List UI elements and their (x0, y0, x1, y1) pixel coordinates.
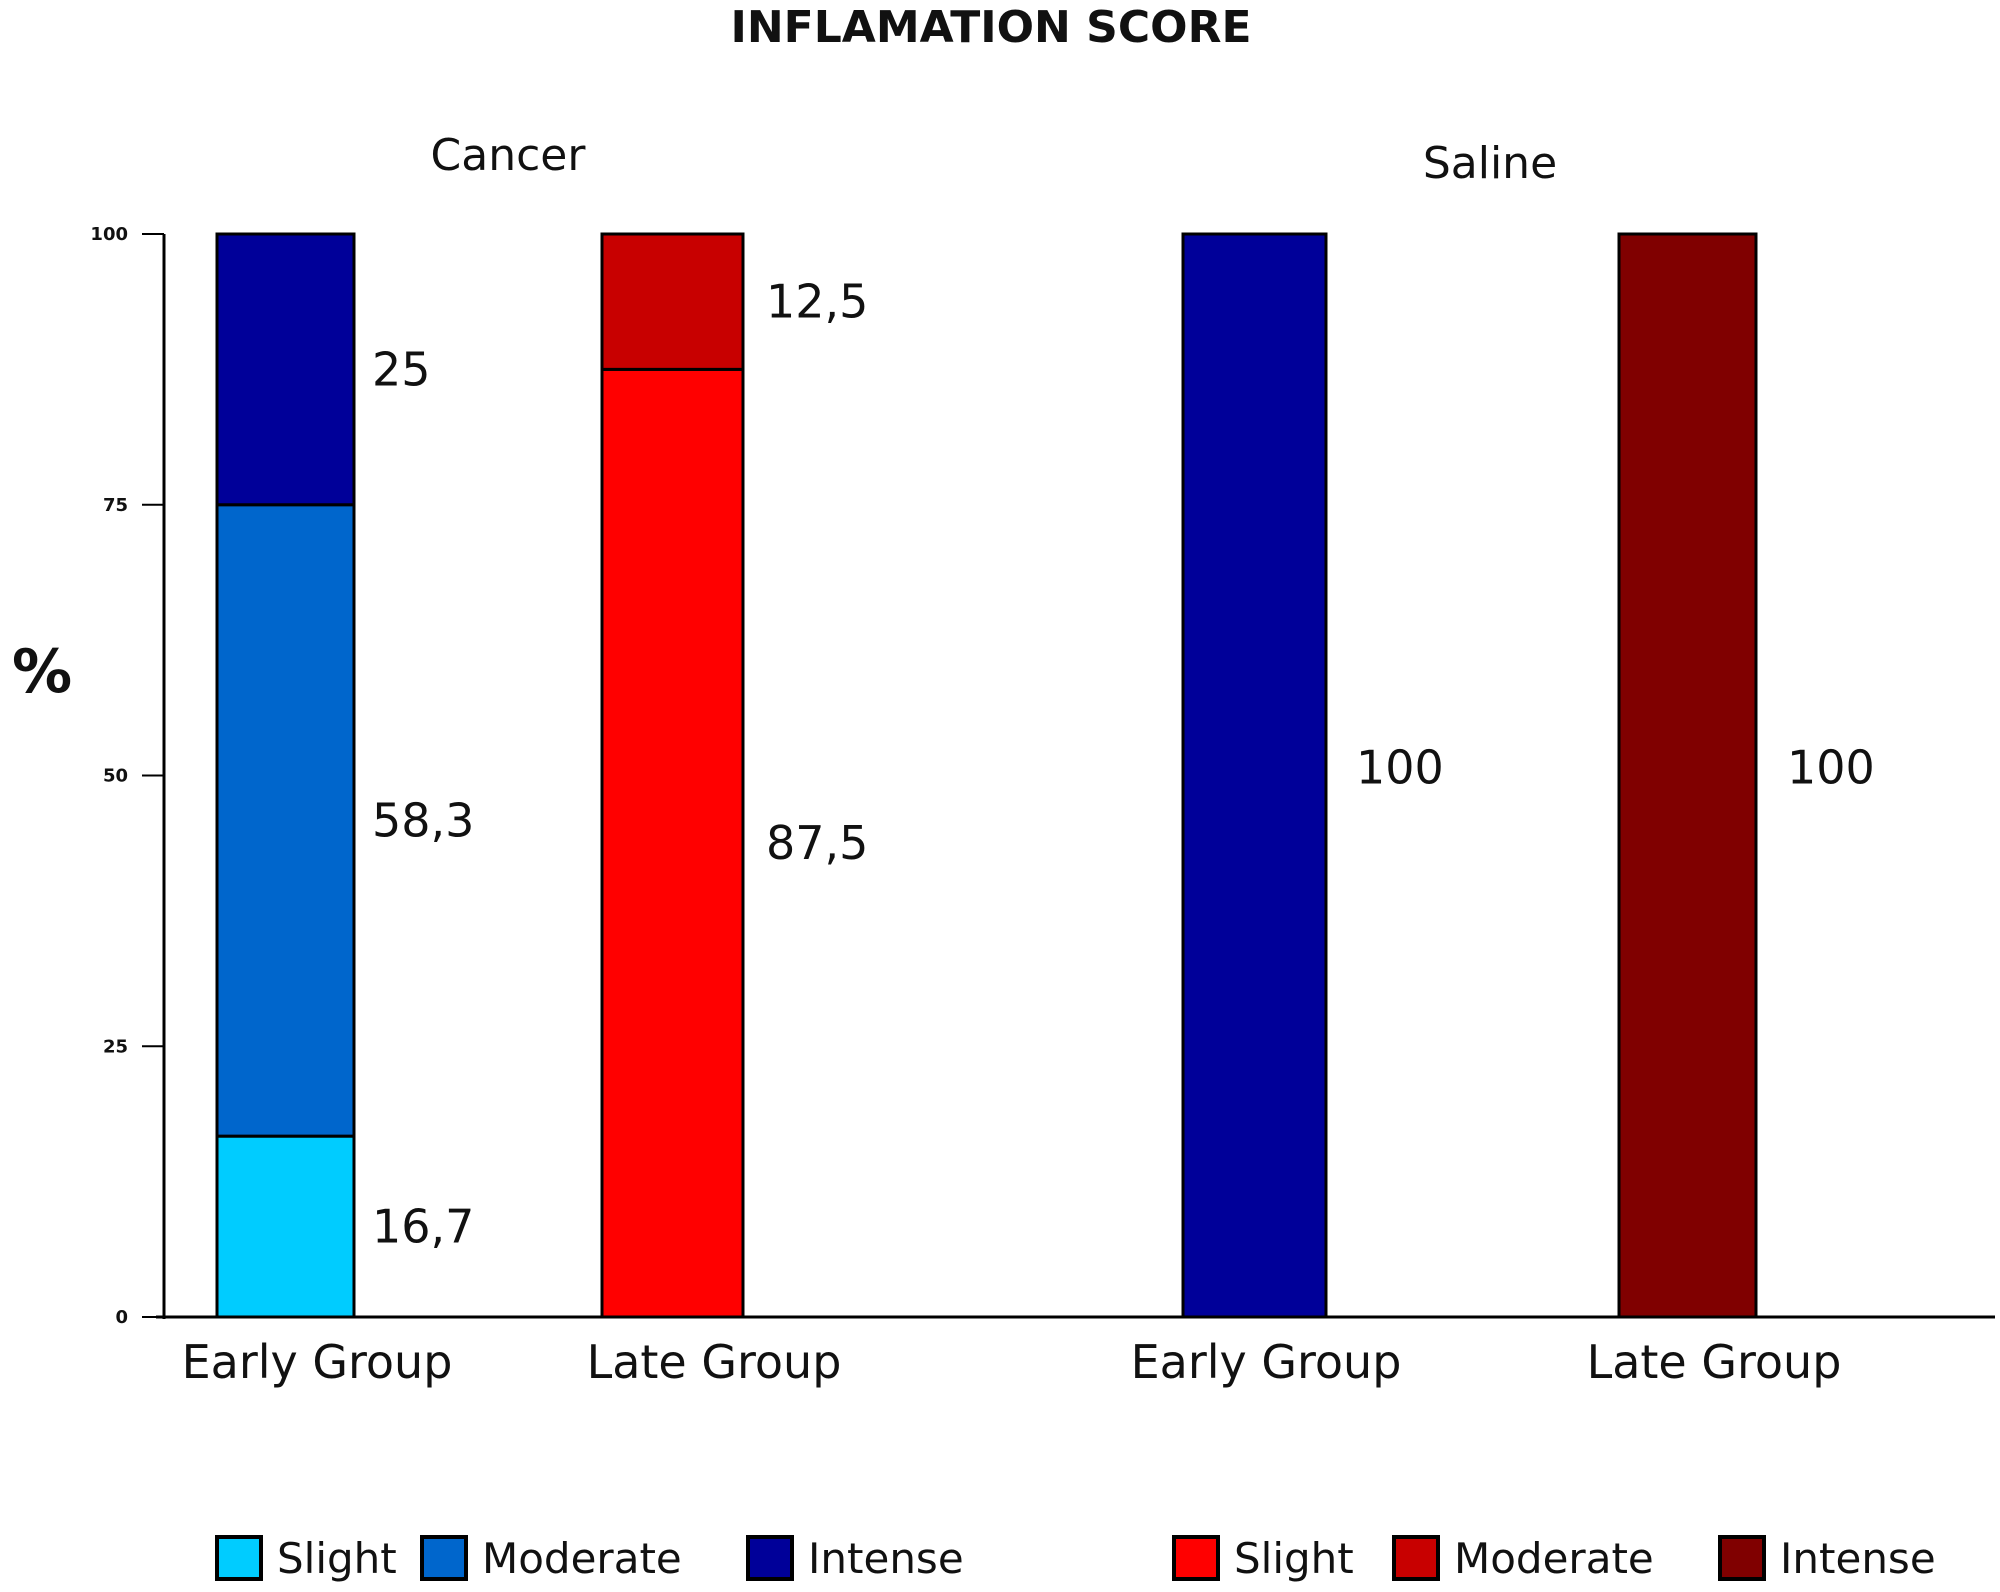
bar-segment-moderate (600, 232, 745, 371)
stacked-bar-cancer-late-group: 87,5 12,5 Late Group (587, 232, 868, 1389)
panel-title-saline: Saline (1423, 138, 1557, 189)
stacked-bar-saline-early-group: 100 Early Group (1131, 232, 1444, 1389)
data-label: 100 (1356, 741, 1444, 795)
legend-item-cancer-moderate: Moderate (420, 1534, 682, 1583)
y-tick-label: 50 (103, 766, 128, 787)
stacked-bar-cancer-early-group: 16,7 58,3 25 Early Group (182, 232, 474, 1389)
bar-segment-moderate (215, 503, 356, 1138)
legend-item-saline-slight: Slight (1172, 1534, 1354, 1583)
y-tick-label: 0 (115, 1307, 128, 1328)
legend-label: Intense (1780, 1534, 1936, 1583)
y-tick-label: 25 (103, 1036, 128, 1057)
y-axis-label: % (12, 637, 72, 707)
legend-swatch (420, 1535, 468, 1581)
data-label: 100 (1787, 741, 1875, 795)
legend-swatch (1392, 1535, 1440, 1581)
legend-swatch (1172, 1535, 1220, 1581)
legend-item-cancer-slight: Slight (215, 1534, 397, 1583)
x-category-label: Late Group (587, 1335, 842, 1389)
legend-item-saline-moderate: Moderate (1392, 1534, 1654, 1583)
legend-swatch (1718, 1535, 1766, 1581)
bar-segment-intense (215, 232, 356, 507)
chart-title: INFLAMATION SCORE (730, 2, 1251, 53)
data-label: 25 (372, 342, 431, 396)
legend-label: Moderate (482, 1534, 682, 1583)
legend-swatch (215, 1535, 263, 1581)
data-label: 12,5 (766, 275, 868, 329)
legend-item-saline-intense: Intense (1718, 1534, 1936, 1583)
data-label: 16,7 (372, 1200, 474, 1254)
x-category-label: Late Group (1587, 1335, 1842, 1389)
data-label: 87,5 (766, 816, 868, 870)
legend-swatch (746, 1535, 794, 1581)
y-tick-label: 100 (90, 224, 128, 245)
x-category-label: Early Group (182, 1335, 453, 1389)
bar-segment-intense (1617, 232, 1758, 1319)
bar-segment-slight (215, 1134, 356, 1319)
legend-label: Slight (277, 1534, 397, 1583)
y-tick-label: 75 (103, 495, 128, 516)
legend-label: Moderate (1454, 1534, 1654, 1583)
legend: Slight Moderate Intense Slight Moderate Inten… (215, 1534, 1936, 1583)
legend-label: Slight (1234, 1534, 1354, 1583)
data-label: 58,3 (372, 793, 474, 847)
panel-title-cancer: Cancer (431, 130, 587, 181)
bar-segment-slight (600, 367, 745, 1319)
legend-item-cancer-intense: Intense (746, 1534, 964, 1583)
x-category-label: Early Group (1131, 1335, 1402, 1389)
legend-label: Intense (808, 1534, 964, 1583)
bar-segment-intense (1181, 232, 1328, 1319)
stacked-bar-saline-late-group: 100 Late Group (1587, 232, 1875, 1389)
